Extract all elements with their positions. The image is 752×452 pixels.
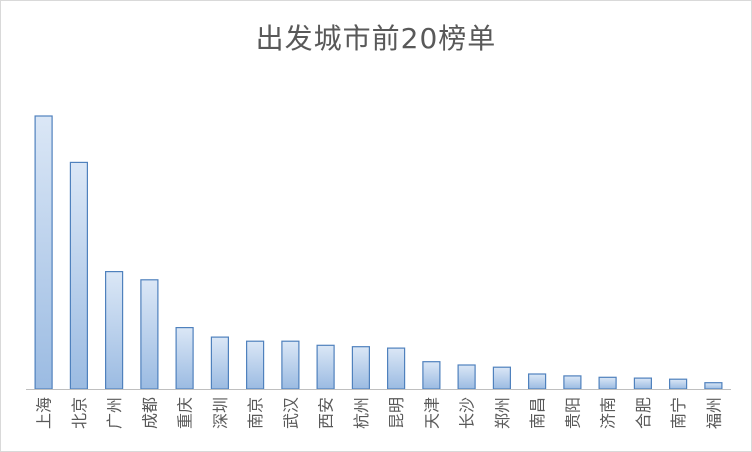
x-tick-label-17: 济南: [599, 397, 618, 429]
x-tick-labels-group: 上海 北京 广州 成都 重庆 深圳 南京 武汉 西安 杭州 昆明 天津 长沙 郑州 南昌 贵阳 济南 合肥 南宁 福州: [35, 397, 724, 429]
bar-6: [210, 336, 229, 390]
x-tick-label-20: 福州: [704, 397, 723, 429]
x-tick-label-9: 西安: [317, 397, 336, 429]
chart-title: 出发城市前20榜单: [255, 22, 497, 55]
bar-20: [704, 382, 723, 390]
x-tick-label-10: 杭州: [352, 397, 371, 429]
bar-15: [527, 373, 547, 390]
x-tick-label-12: 天津: [422, 397, 441, 429]
bar-5: [175, 327, 194, 390]
x-tick-label-2: 北京: [70, 397, 89, 429]
bar-3: [104, 271, 124, 390]
x-tick-label-19: 南宁: [669, 397, 688, 429]
x-tick-label-3: 广州: [105, 397, 124, 429]
bar-1: [34, 115, 53, 390]
bar-4: [140, 279, 159, 390]
bar-2: [69, 161, 89, 390]
bar-16: [563, 375, 582, 390]
x-tick-label-14: 郑州: [493, 397, 512, 429]
bar-14: [492, 366, 511, 390]
x-tick-label-5: 重庆: [176, 397, 195, 429]
bar-9: [316, 344, 335, 390]
bars-group: [34, 115, 723, 390]
x-tick-label-7: 南京: [246, 397, 265, 429]
bar-18: [633, 377, 653, 390]
x-tick-label-13: 长沙: [458, 397, 477, 429]
x-tick-label-8: 武汉: [281, 397, 300, 429]
x-tick-label-6: 深圳: [211, 397, 230, 429]
bar-7: [246, 340, 265, 390]
bar-10: [351, 346, 370, 390]
bar-12: [422, 361, 441, 390]
x-tick-label-11: 昆明: [387, 397, 406, 429]
bar-17: [598, 376, 617, 390]
bar-11: [387, 347, 406, 390]
x-tick-label-15: 南昌: [528, 397, 547, 429]
bar-13: [457, 364, 476, 390]
x-tick-label-1: 上海: [35, 397, 54, 429]
bar-8: [281, 340, 300, 390]
x-tick-label-18: 合肥: [634, 397, 653, 429]
bar-19: [668, 378, 688, 390]
x-tick-label-16: 贵阳: [563, 397, 582, 429]
x-tick-label-4: 成都: [140, 397, 159, 429]
